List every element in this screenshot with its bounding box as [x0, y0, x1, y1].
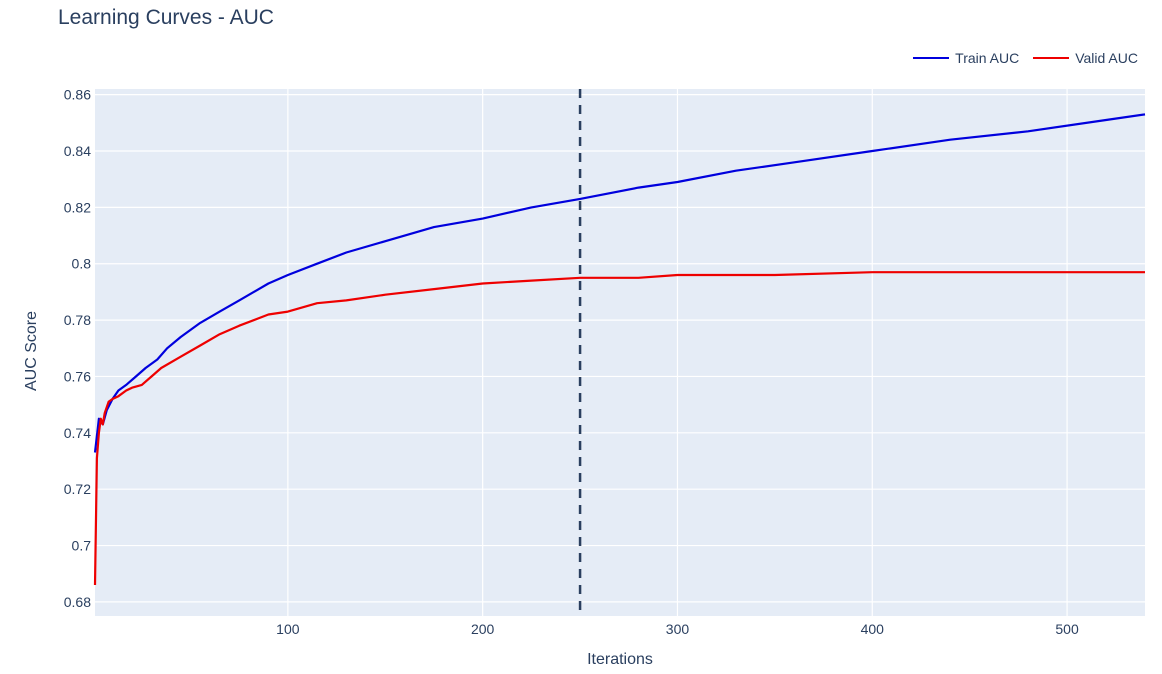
chart-title: Learning Curves - AUC — [58, 6, 274, 29]
x-axis-ticks: 100 200 300 400 500 — [276, 621, 1079, 637]
y-axis-ticks: 0.68 0.7 0.72 0.74 0.76 0.78 0.8 0.82 0.84 0.86 — [64, 87, 91, 610]
legend-swatch-train — [913, 57, 950, 59]
series-line-train-auc[interactable] — [93, 113, 1146, 453]
legend-label-train: Train AUC — [955, 50, 1020, 66]
legend-item-train[interactable]: Train AUC — [913, 50, 1019, 66]
y-tick-label: 0.7 — [72, 538, 92, 554]
y-tick-label: 0.76 — [64, 368, 91, 384]
y-tick-label: 0.86 — [64, 87, 91, 103]
x-tick-label: 400 — [861, 621, 885, 637]
series-line-valid-auc[interactable] — [93, 271, 1145, 586]
gridlines — [95, 89, 1145, 616]
y-tick-label: 0.82 — [64, 199, 91, 215]
y-tick-label: 0.74 — [64, 425, 91, 441]
legend-item-valid[interactable]: Valid AUC — [1033, 50, 1138, 66]
y-tick-label: 0.68 — [64, 594, 91, 610]
legend[interactable]: Train AUC Valid AUC — [913, 50, 1138, 66]
x-axis-label: Iterations — [587, 651, 653, 668]
y-tick-label: 0.8 — [72, 256, 92, 272]
legend-label-valid: Valid AUC — [1075, 50, 1138, 66]
y-tick-label: 0.72 — [64, 481, 91, 497]
x-tick-label: 300 — [666, 621, 690, 637]
x-tick-label: 500 — [1055, 621, 1079, 637]
legend-swatch-valid — [1033, 57, 1070, 59]
y-tick-label: 0.84 — [64, 143, 91, 159]
y-axis-label: AUC Score — [23, 311, 40, 391]
x-tick-label: 100 — [276, 621, 300, 637]
plot-background — [95, 89, 1145, 616]
series-lines — [93, 113, 1146, 586]
y-tick-label: 0.78 — [64, 312, 91, 328]
x-tick-label: 200 — [471, 621, 495, 637]
